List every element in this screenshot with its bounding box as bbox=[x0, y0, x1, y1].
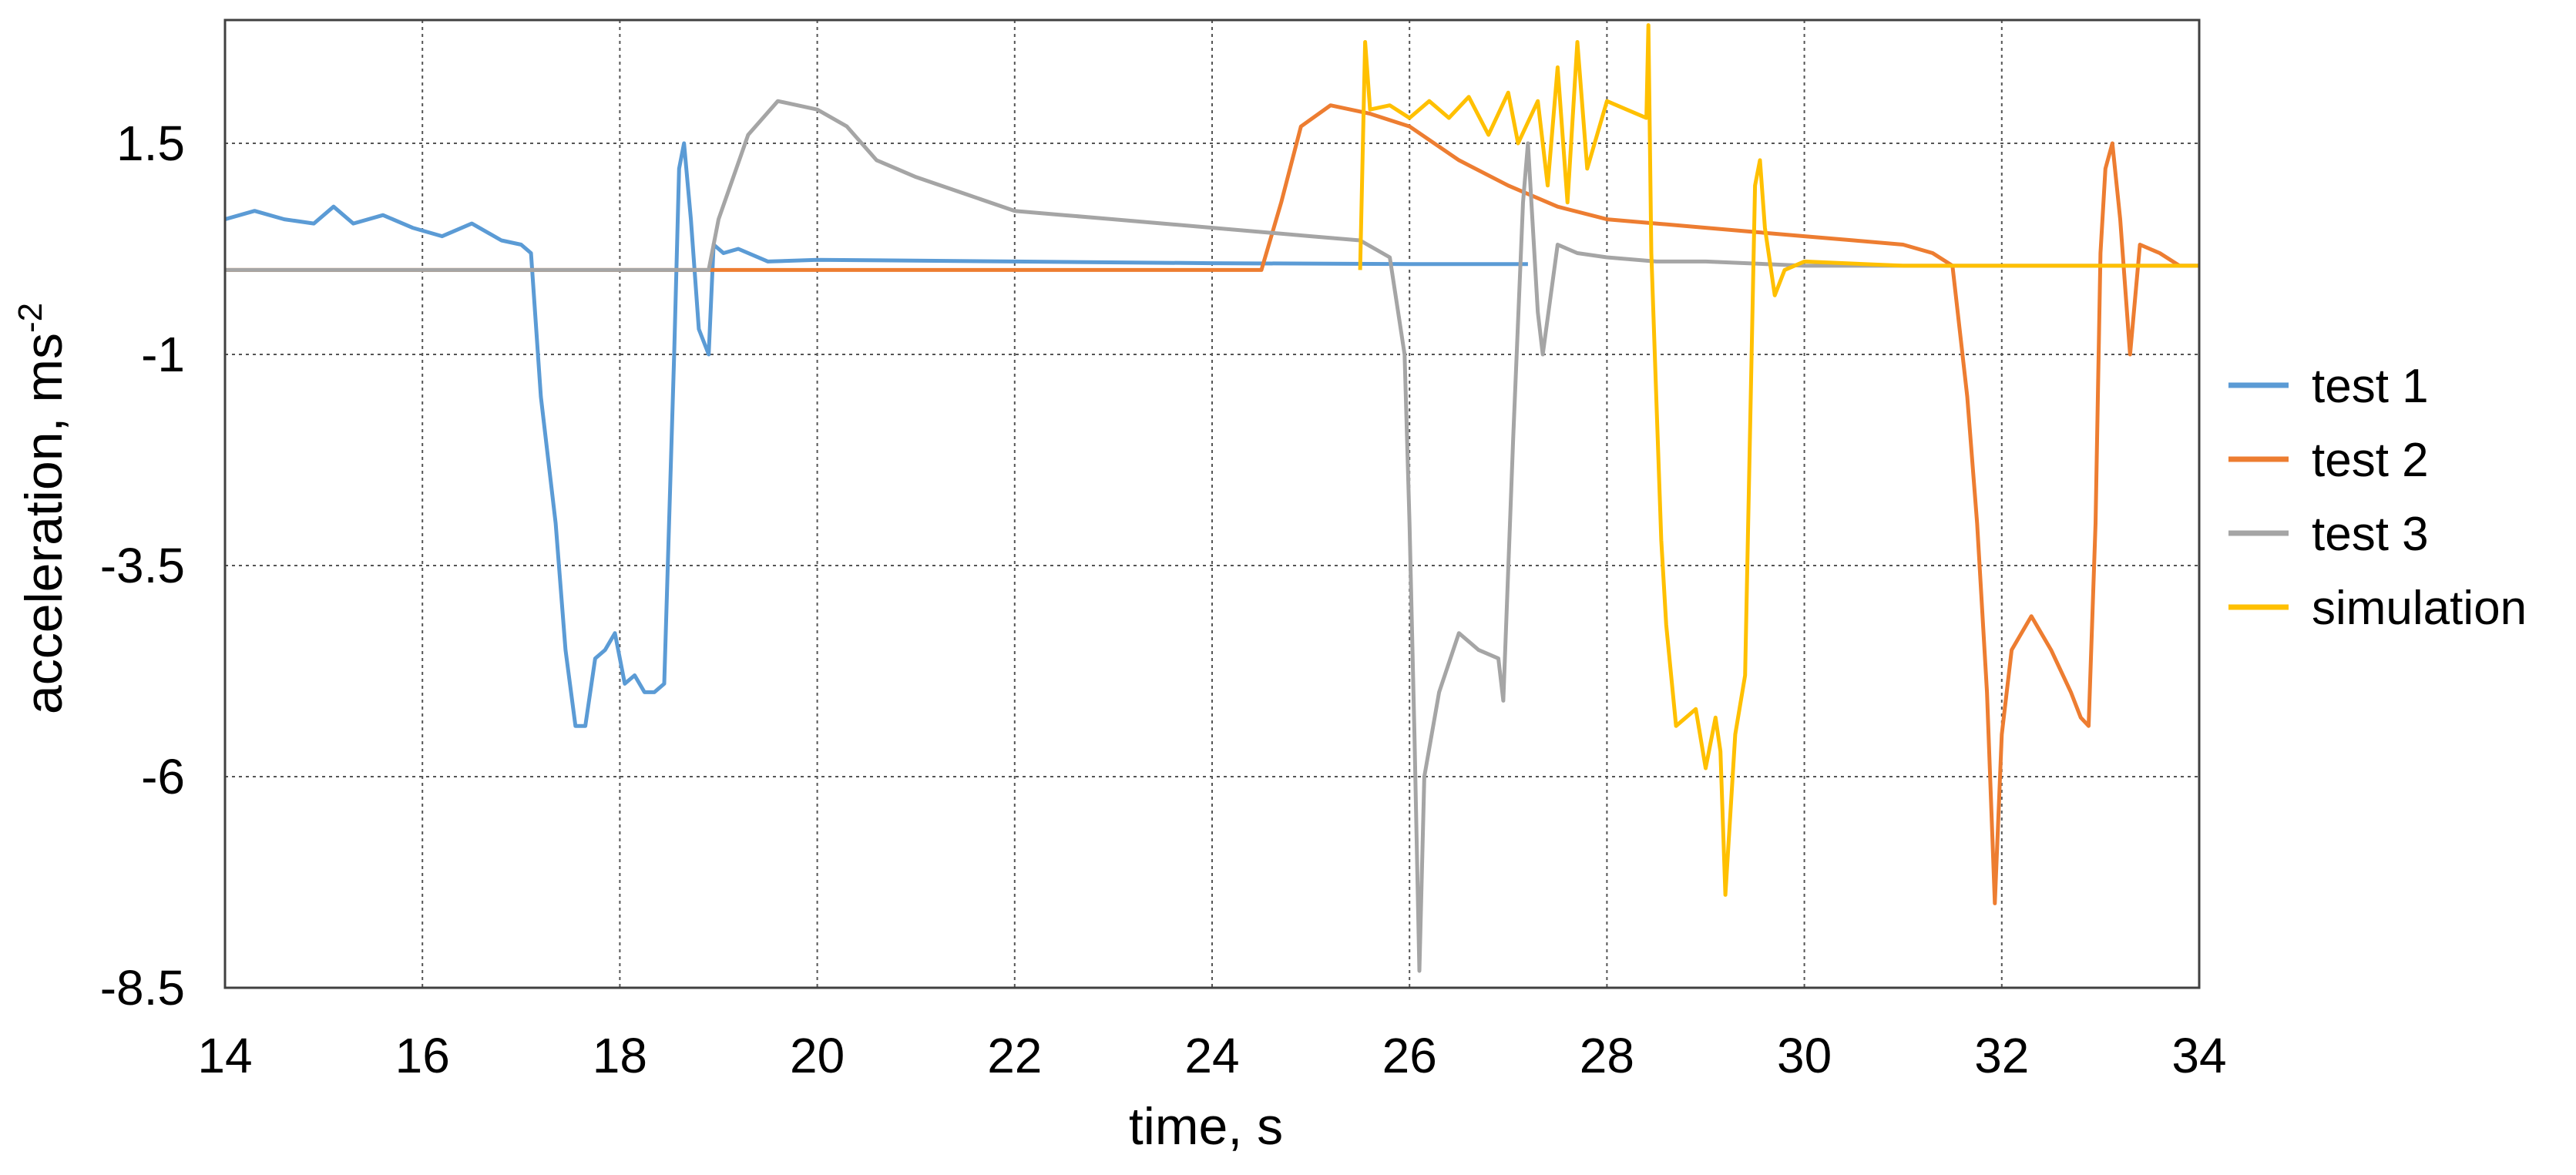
legend-label: test 3 bbox=[2312, 508, 2429, 561]
legend-label: simulation bbox=[2312, 582, 2527, 635]
y-tick-label: -1 bbox=[141, 327, 185, 382]
y-tick-labels: 1.5 -1 -3.5 -6 -8.5 bbox=[100, 116, 185, 1016]
x-tick-label: 22 bbox=[987, 1028, 1042, 1083]
x-tick-labels: 14 16 18 20 22 24 26 28 30 32 34 bbox=[197, 1028, 2226, 1083]
x-tick-label: 24 bbox=[1184, 1028, 1239, 1083]
series-line-test-3 bbox=[225, 99, 2199, 973]
x-axis-title: time, s bbox=[1129, 1097, 1283, 1156]
x-tick-label: 20 bbox=[790, 1028, 845, 1083]
x-tick-label: 34 bbox=[2171, 1028, 2226, 1083]
x-tick-label: 18 bbox=[593, 1028, 647, 1083]
y-axis-title-superscript: -2 bbox=[12, 303, 49, 333]
series-line-simulation bbox=[1358, 23, 2199, 897]
y-tick-label: -3.5 bbox=[100, 538, 185, 593]
series-line-test-2 bbox=[225, 103, 2199, 905]
x-tick-label: 16 bbox=[395, 1028, 450, 1083]
plot-border bbox=[223, 18, 2201, 989]
legend-label: test 1 bbox=[2312, 360, 2429, 413]
y-axis-title-main: acceleration, ms bbox=[15, 333, 73, 714]
x-tick-label: 28 bbox=[1580, 1028, 1634, 1083]
legend-label: test 2 bbox=[2312, 434, 2429, 487]
plot-area bbox=[225, 20, 2199, 988]
y-axis-title: acceleration, ms-2 bbox=[12, 303, 73, 714]
x-tick-label: 30 bbox=[1777, 1028, 1832, 1083]
y-tick-label: -6 bbox=[141, 749, 185, 804]
y-tick-label: 1.5 bbox=[116, 116, 185, 171]
x-tick-label: 26 bbox=[1382, 1028, 1437, 1083]
series-layer bbox=[225, 23, 2199, 973]
x-tick-label: 32 bbox=[1974, 1028, 2029, 1083]
series-line-test-1 bbox=[225, 141, 1528, 728]
legend: test 1 test 2 test 3 simulation bbox=[2228, 360, 2527, 635]
y-tick-label: -8.5 bbox=[100, 960, 185, 1016]
grid-layer bbox=[224, 20, 2200, 989]
x-tick-label: 14 bbox=[197, 1028, 252, 1083]
